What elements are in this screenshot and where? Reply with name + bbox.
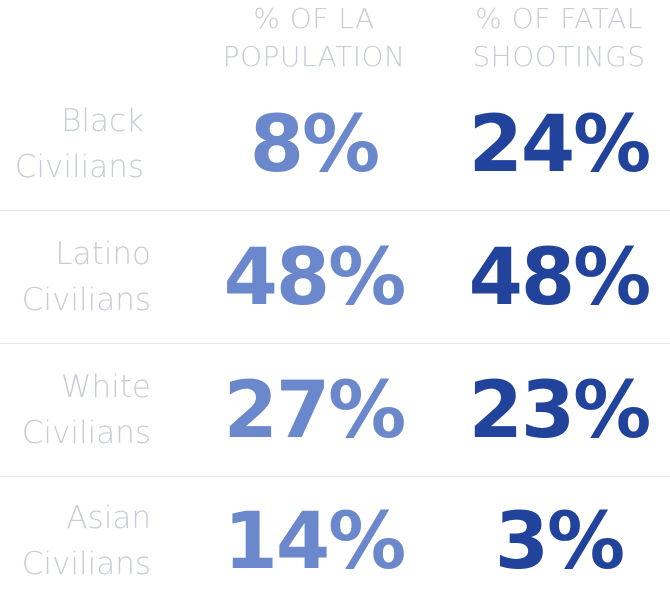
row-divider-1 <box>0 210 670 211</box>
row-label-asian-line-2: Civilians <box>21 546 151 582</box>
row-label-white-line-2: Civilians <box>21 415 151 451</box>
table-row-black: Black Civilians 8% 24% <box>0 78 670 211</box>
row-label-white-line-1: White <box>60 369 151 405</box>
row-label-latino-line-1: Latino <box>55 236 151 272</box>
column-header-population-line-2: POPULATION <box>222 40 406 73</box>
table-header: % OF LA POPULATION % OF FATAL SHOOTINGS <box>0 0 670 80</box>
fatal-value-white: 23% <box>468 366 652 456</box>
row-label-black: Black Civilians <box>15 98 144 190</box>
table-row-white: White Civilians 27% 23% <box>0 344 670 477</box>
population-value-latino: 48% <box>223 233 407 323</box>
row-label-asian: Asian Civilians <box>22 495 151 587</box>
column-header-population: % OF LA POPULATION <box>200 0 428 76</box>
population-value-black: 8% <box>249 100 380 190</box>
row-divider-3 <box>0 476 670 477</box>
row-divider-2 <box>0 343 670 344</box>
row-label-latino-line-2: Civilians <box>21 282 151 318</box>
column-header-fatal-line-2: SHOOTINGS <box>472 40 646 73</box>
population-value-white: 27% <box>223 366 407 456</box>
table-row-asian: Asian Civilians 14% 3% <box>0 477 670 610</box>
row-label-latino: Latino Civilians <box>22 231 151 323</box>
row-label-black-line-2: Civilians <box>14 149 144 185</box>
column-header-fatal-line-1: % OF FATAL <box>475 2 643 35</box>
fatal-value-latino: 48% <box>468 233 652 323</box>
population-value-asian: 14% <box>223 497 407 587</box>
column-header-fatal: % OF FATAL SHOOTINGS <box>448 0 670 76</box>
fatal-value-asian: 3% <box>494 497 625 587</box>
row-label-asian-line-1: Asian <box>66 500 151 536</box>
row-label-black-line-1: Black <box>61 103 144 139</box>
fatal-value-black: 24% <box>468 100 652 190</box>
column-header-population-line-1: % OF LA <box>253 2 375 35</box>
table-row-latino: Latino Civilians 48% 48% <box>0 211 670 344</box>
row-label-white: White Civilians <box>22 364 151 456</box>
